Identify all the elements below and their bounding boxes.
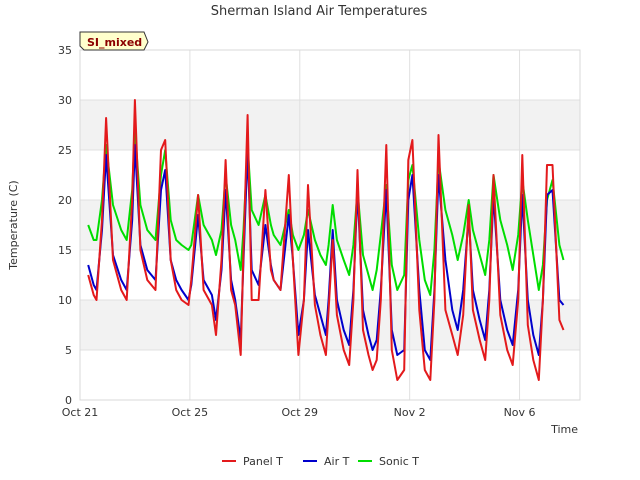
series-line-sonic-t	[87, 129, 565, 296]
background-band	[80, 300, 580, 350]
legend-label: Panel T	[243, 455, 283, 468]
y-tick-label: 15	[58, 244, 72, 257]
background-band	[80, 100, 580, 150]
chart-title: Sherman Island Air Temperatures	[211, 4, 428, 19]
x-tick-label: Oct 29	[282, 406, 319, 419]
y-axis-label: Temperature (C)	[7, 180, 20, 270]
y-tick-label: 10	[58, 294, 72, 307]
y-axis-ticks: 0 5 10 15 20 25 30 35	[58, 44, 72, 407]
legend-item: Air T	[303, 455, 350, 468]
y-tick-label: 30	[58, 94, 72, 107]
x-tick-label: Nov 6	[504, 406, 536, 419]
y-tick-label: 5	[65, 344, 72, 357]
x-tick-label: Oct 21	[62, 406, 99, 419]
y-tick-label: 35	[58, 44, 72, 57]
legend-item: Sonic T	[358, 455, 419, 468]
x-tick-label: Oct 25	[172, 406, 209, 419]
legend: Panel T Air T Sonic T	[222, 455, 419, 468]
legend-label: Air T	[324, 455, 350, 468]
legend-item: Panel T	[222, 455, 283, 468]
series-lines	[87, 99, 565, 381]
plot-frame	[79, 49, 581, 401]
site-badge-label: SI_mixed	[87, 36, 142, 49]
x-tick-label: Nov 2	[394, 406, 426, 419]
legend-label: Sonic T	[379, 455, 419, 468]
y-tick-label: 20	[58, 194, 72, 207]
x-axis-label: Time	[550, 423, 578, 436]
series-line-panel-t	[87, 99, 565, 381]
y-tick-label: 0	[65, 394, 72, 407]
y-tick-label: 25	[58, 144, 72, 157]
x-axis-ticks: Oct 21 Oct 25 Oct 29 Nov 2 Nov 6	[62, 406, 536, 419]
site-badge: SI_mixed	[79, 31, 149, 51]
